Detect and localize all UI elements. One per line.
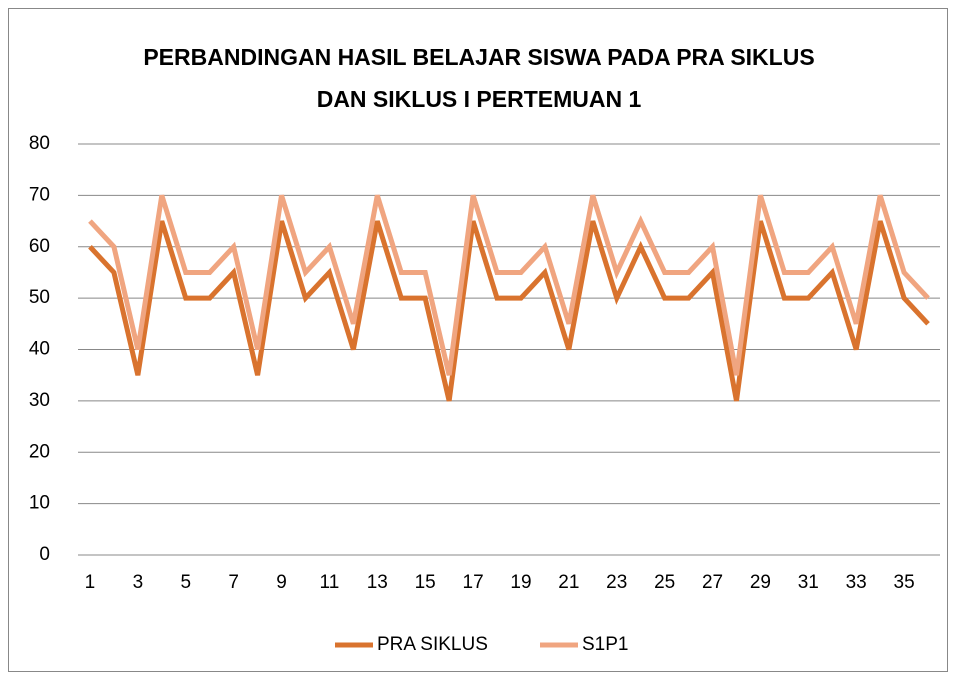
chart-frame	[8, 8, 948, 672]
series-line	[88, 194, 930, 376]
x-tick-label: 17	[463, 572, 484, 593]
x-tick-label: 15	[415, 572, 436, 593]
x-tick-label: 27	[702, 572, 723, 593]
legend-label: S1P1	[582, 634, 628, 655]
y-tick-label: 70	[29, 184, 50, 205]
y-tick-label: 40	[29, 339, 50, 360]
x-tick-label: 9	[276, 572, 287, 593]
y-tick-label: 20	[29, 441, 50, 462]
legend-label: PRA SIKLUS	[377, 634, 488, 655]
series-line	[88, 220, 930, 402]
y-tick-label: 30	[29, 390, 50, 411]
x-tick-label: 11	[320, 572, 340, 593]
x-tick-label: 23	[606, 572, 627, 593]
x-tick-label: 3	[133, 572, 144, 593]
y-tick-label: 10	[29, 493, 50, 514]
x-tick-label: 5	[180, 572, 191, 593]
y-tick-label: 50	[29, 287, 50, 308]
x-tick-label: 7	[228, 572, 239, 593]
x-tick-label: 35	[894, 572, 915, 593]
x-tick-label: 1	[85, 572, 96, 593]
x-tick-label: 31	[798, 572, 819, 593]
x-tick-label: 21	[558, 572, 579, 593]
x-tick-label: 13	[367, 572, 388, 593]
y-tick-label: 60	[29, 236, 50, 257]
x-tick-label: 33	[846, 572, 867, 593]
x-tick-label: 19	[510, 572, 531, 593]
x-tick-label: 25	[654, 572, 675, 593]
x-tick-label: 29	[750, 572, 771, 593]
y-tick-label: 80	[29, 133, 50, 154]
y-tick-label: 0	[39, 544, 50, 565]
chart-title: PERBANDINGAN HASIL BELAJAR SISWA PADA PR…	[143, 44, 815, 112]
